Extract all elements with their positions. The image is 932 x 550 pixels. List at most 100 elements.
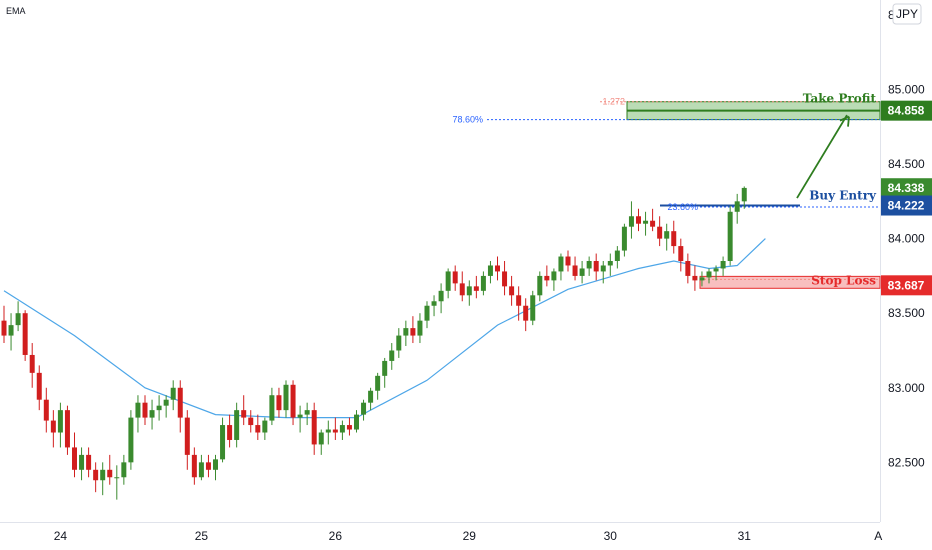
candle <box>290 380 296 426</box>
candle-body <box>593 261 599 272</box>
x-tick-label: A <box>874 529 882 543</box>
candle <box>523 298 529 332</box>
candle <box>213 454 218 481</box>
candle <box>473 275 479 299</box>
currency-button-frame[interactable] <box>892 3 922 25</box>
candle-body <box>438 290 444 302</box>
candle <box>339 420 345 440</box>
candle <box>29 343 35 388</box>
ema-line <box>3 238 766 419</box>
candle-body <box>537 275 543 296</box>
candle-body <box>255 425 261 433</box>
target-arrow-head <box>839 115 850 127</box>
candle-body <box>565 256 571 266</box>
candle-body <box>459 283 465 296</box>
candles-layer <box>1 186 747 500</box>
y-tick-label: 82.500 <box>888 455 925 469</box>
candle-body <box>248 417 254 426</box>
candle <box>671 220 677 254</box>
candle <box>551 268 557 291</box>
candle <box>227 414 233 448</box>
candle-body <box>699 277 705 281</box>
candle-body <box>523 305 529 321</box>
candle-body <box>163 399 169 406</box>
price-badge-bg <box>881 178 932 199</box>
candle-body <box>664 231 670 239</box>
candle <box>516 286 522 321</box>
candle-body <box>241 410 247 418</box>
x-tick-label: 31 <box>738 529 752 543</box>
fib-1272-label: 1.272 <box>602 97 625 107</box>
price-badge-bg <box>881 100 932 121</box>
candle-body <box>572 265 578 276</box>
candle-body <box>361 402 367 415</box>
candle-body <box>727 211 733 261</box>
stop-loss-label: Stop Loss <box>811 273 876 287</box>
candle <box>241 395 247 426</box>
last-price-badge: 84.338 <box>881 178 932 199</box>
candle-body <box>466 286 472 296</box>
candle <box>107 454 113 485</box>
candle <box>15 301 21 332</box>
candle-body <box>93 469 99 481</box>
candle <box>495 256 500 281</box>
candle <box>579 261 585 284</box>
candle-body <box>657 226 663 239</box>
candle <box>354 410 359 433</box>
candle-body <box>650 220 656 227</box>
candle <box>368 387 374 411</box>
plot-area[interactable] <box>0 0 880 522</box>
candle <box>149 399 155 430</box>
candle <box>480 271 486 296</box>
y-tick-label: 8 <box>888 8 895 22</box>
candle-body <box>685 261 691 276</box>
candle <box>607 253 613 276</box>
candle-body <box>621 226 627 251</box>
indicator-label[interactable]: EMA <box>6 6 26 16</box>
candle-body <box>276 395 282 411</box>
candle-body <box>64 410 70 448</box>
candle-body <box>304 410 310 415</box>
candle <box>198 454 204 481</box>
candle <box>431 295 437 317</box>
candle-body <box>516 295 522 306</box>
candle <box>114 465 120 500</box>
y-tick-label: 84.500 <box>888 157 925 171</box>
candle-body <box>100 469 106 481</box>
candle-body <box>389 350 395 361</box>
candle <box>255 414 261 440</box>
candle-body <box>424 305 430 321</box>
candle <box>403 320 409 347</box>
candle-body <box>213 459 218 470</box>
candle <box>8 313 14 351</box>
candle <box>621 223 627 257</box>
candle <box>234 402 240 448</box>
candle <box>720 256 726 276</box>
candle <box>410 316 416 344</box>
candle-body <box>734 201 740 212</box>
price-badge-text: 84.338 <box>888 181 925 195</box>
buy-entry-label: Buy Entry <box>809 189 877 203</box>
candle <box>650 208 656 232</box>
candle-body <box>43 399 49 421</box>
candle-body <box>607 261 613 266</box>
candle-body <box>220 425 226 460</box>
candle-body <box>382 360 388 376</box>
y-tick-label: 83.000 <box>888 381 925 395</box>
candle <box>509 275 515 306</box>
y-tick-label: 84.000 <box>888 232 925 246</box>
candle-body <box>551 271 557 281</box>
y-tick-label: 83.500 <box>888 306 925 320</box>
candle <box>586 256 592 276</box>
buy-entry-price-badge: 84.222 <box>881 195 932 216</box>
candle <box>424 301 430 329</box>
candle-body <box>431 301 437 306</box>
overlay-layer: Take Profit Buy Entry Stop Loss 78.60% 1.272… <box>452 92 877 288</box>
currency-label[interactable]: JPY <box>896 7 918 21</box>
candle-body <box>678 246 684 261</box>
candle <box>1 305 7 344</box>
candle-body <box>311 410 317 445</box>
candle-body <box>318 432 324 445</box>
candle <box>628 201 634 239</box>
